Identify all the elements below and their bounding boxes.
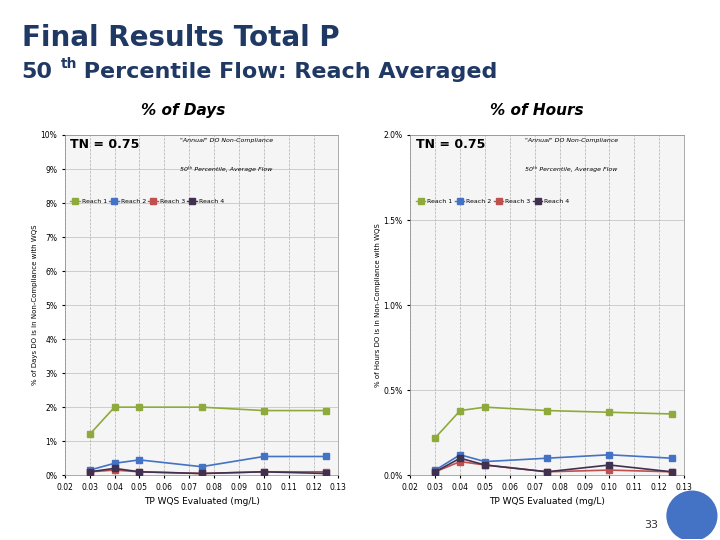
Text: TN = 0.75: TN = 0.75 xyxy=(416,138,485,151)
Text: Final Results Total P: Final Results Total P xyxy=(22,24,339,52)
Text: 50: 50 xyxy=(22,62,53,82)
X-axis label: TP WQS Evaluated (mg/L): TP WQS Evaluated (mg/L) xyxy=(490,497,605,507)
Circle shape xyxy=(667,491,717,540)
Text: "Annual" DO Non-Compliance: "Annual" DO Non-Compliance xyxy=(180,138,273,144)
X-axis label: TP WQS Evaluated (mg/L): TP WQS Evaluated (mg/L) xyxy=(144,497,259,507)
Legend: Reach 1, Reach 2, Reach 3, Reach 4: Reach 1, Reach 2, Reach 3, Reach 4 xyxy=(413,196,572,206)
Y-axis label: % of Hours DO is in Non-Compliance with WQS: % of Hours DO is in Non-Compliance with … xyxy=(374,223,381,387)
Text: % of Hours: % of Hours xyxy=(490,103,583,118)
Text: 33: 33 xyxy=(644,520,658,530)
Text: 50ᵗʰ Percentile, Average Flow: 50ᵗʰ Percentile, Average Flow xyxy=(180,166,272,172)
Text: 50ᵗʰ Percentile, Average Flow: 50ᵗʰ Percentile, Average Flow xyxy=(526,166,618,172)
Text: th: th xyxy=(61,57,78,71)
Text: "Annual" DO Non-Compliance: "Annual" DO Non-Compliance xyxy=(526,138,618,144)
Text: Percentile Flow: Reach Averaged: Percentile Flow: Reach Averaged xyxy=(76,62,497,82)
Legend: Reach 1, Reach 2, Reach 3, Reach 4: Reach 1, Reach 2, Reach 3, Reach 4 xyxy=(68,196,226,206)
Y-axis label: % of Days DO is in Non-Compliance with WQS: % of Days DO is in Non-Compliance with W… xyxy=(32,225,37,386)
Text: % of Days: % of Days xyxy=(141,103,226,118)
Text: TN = 0.75: TN = 0.75 xyxy=(71,138,140,151)
